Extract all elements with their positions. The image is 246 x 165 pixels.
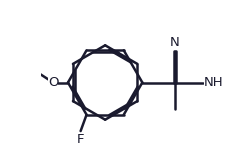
Text: F: F — [77, 133, 84, 146]
Text: O: O — [48, 76, 58, 89]
Text: NH: NH — [204, 76, 223, 89]
Text: N: N — [170, 36, 180, 49]
